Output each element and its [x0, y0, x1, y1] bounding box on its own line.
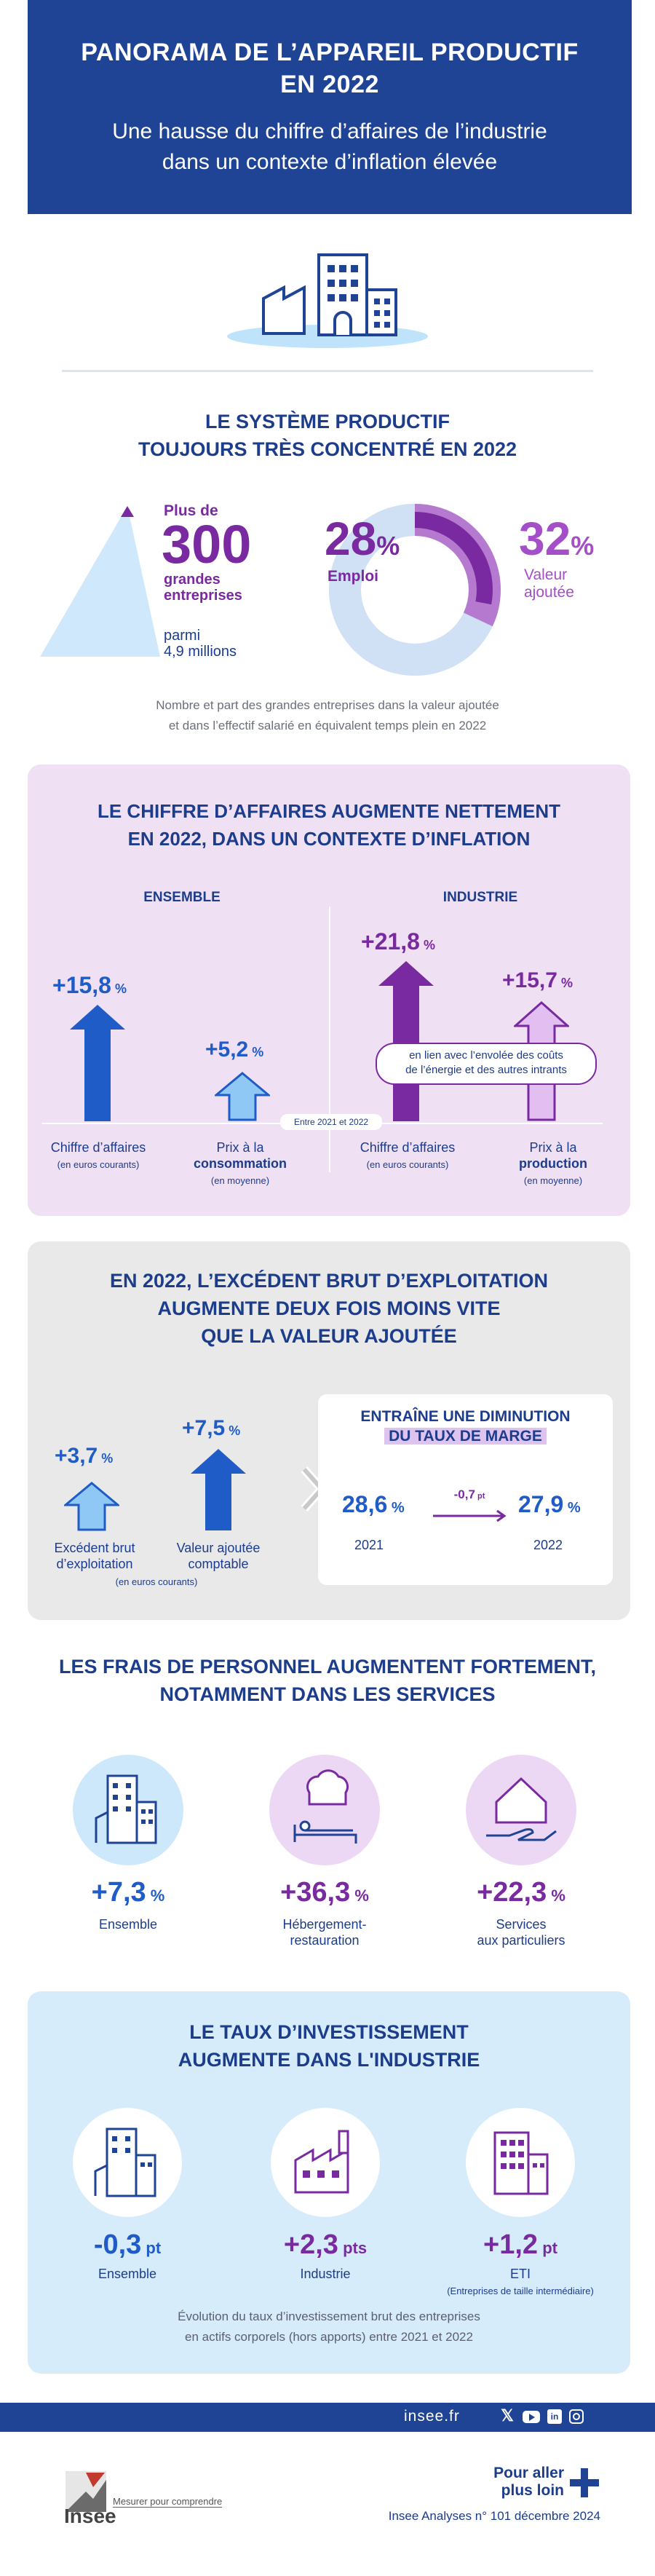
x-icon[interactable]: 𝕏 [501, 2406, 514, 2425]
inflation-note-pill: en lien avec l’envolée des coûts de l’éne… [376, 1043, 597, 1085]
emploi-share-arc [337, 512, 493, 668]
ind-prix-label: Prix à la production (en moyenne) [519, 1140, 587, 1186]
year-2022: 2022 [533, 1538, 563, 1552]
inv-eti-label: ETI (Entreprises de taille intermédiaire) [447, 2267, 594, 2296]
serv-staff-value: +22,3 % [477, 1877, 565, 1908]
ebe-value: +3,7 % [55, 1444, 114, 1468]
margin-box-title: ENTRAÎNE UNE DIMINUTION DU TAUX DE MARGE [360, 1408, 571, 1445]
large-companies-label: grandes entreprises [164, 572, 242, 604]
rate-2021-value: 28,6 % [342, 1491, 405, 1517]
column-divider [329, 906, 330, 1172]
large-companies-count: 300 [162, 514, 252, 574]
section3-title: EN 2022, L’EXCÉDENT BRUT D’EXPLOITATION A… [109, 1270, 549, 1347]
chef-hat-bed-icon [293, 1769, 357, 1844]
inv-ind-value: +2,3 pts [283, 2229, 368, 2260]
ind-prix-value: +15,7 % [502, 968, 573, 992]
va-label: Valeur ajoutée [524, 566, 574, 601]
period-badge: Entre 2021 et 2022 [280, 1114, 382, 1130]
margin-rate-box [318, 1394, 613, 1585]
heb-staff-label: Hébergement-restauration [282, 1917, 367, 1948]
year-2021: 2021 [354, 1538, 384, 1552]
ind-ca-label: Chiffre d’affaires (en euros courants) [360, 1140, 456, 1170]
section4-title: LES FRAIS DE PERSONNEL AUGMENTENT FORTEM… [58, 1656, 597, 1705]
page-subtitle: Une hausse du chiffre d’affaires de l’in… [112, 119, 547, 174]
buildings-icon [95, 1774, 157, 1844]
va-arrow-icon [191, 1449, 246, 1530]
instagram-icon[interactable] [569, 2409, 584, 2424]
publication-reference: Insee Analyses n° 101 décembre 2024 [388, 2509, 600, 2523]
ens-ca-label: Chiffre d’affaires (en euros courants) [50, 1140, 146, 1170]
ens-ca-arrow-icon [70, 1005, 125, 1121]
rate-delta: -0,7 pt [453, 1487, 485, 1501]
share-donut-chart [329, 504, 501, 676]
ens-prix-arrow-icon [215, 1072, 270, 1121]
section1-title: LE SYSTÈME PRODUCTIF TOUJOURS TRÈS CONCEN… [138, 411, 517, 460]
ens-staff-value: +7,3 % [91, 1877, 165, 1908]
rate-2022-value: 27,9 % [518, 1491, 581, 1517]
emploi-value: 28% [325, 513, 400, 565]
inv-eti-value: +1,2 pt [483, 2229, 557, 2260]
ens-prix-label: Prix à la consommation (en moyenne) [193, 1140, 287, 1186]
page-title: PANORAMA DE L’APPAREIL PRODUCTIF EN 2022 [81, 39, 579, 98]
arrow-right-icon [433, 1509, 507, 1522]
ind-ca-arrow-icon [378, 961, 434, 1121]
ens-staff-label: Ensemble [98, 1917, 158, 1932]
factory-icon [294, 2130, 349, 2194]
plus-de-label: Plus de [164, 502, 218, 519]
industrie-header: INDUSTRIE [442, 890, 518, 905]
divider [62, 370, 593, 372]
va-value: 32% [519, 513, 595, 565]
insee-site-link[interactable]: insee.fr [404, 2408, 460, 2425]
serv-staff-label: Services aux particuliers [477, 1917, 565, 1948]
section5-note: Évolution du taux d’investissement brut … [178, 2310, 480, 2344]
plus-icon[interactable] [570, 2468, 599, 2497]
euros-note: (en euros courants) [115, 1576, 198, 1587]
insee-tagline: Mesurer pour comprendre [113, 2496, 223, 2508]
va-growth-value: +7,5 % [182, 1416, 241, 1440]
heb-staff-value: +36,3 % [280, 1877, 369, 1908]
section1-note: Nombre et part des grandes entreprises d… [156, 698, 499, 732]
building-icon [227, 253, 428, 348]
inv-ens-label: Ensemble [98, 2267, 157, 2281]
inv-ens-value: -0,3 pt [93, 2229, 162, 2260]
pyramid-icon [40, 506, 160, 657]
ebe-label: Excédent brut d’exploitation [54, 1541, 135, 1571]
ens-prix-value: +5,2 % [205, 1038, 264, 1062]
insee-brand: Insee [64, 2505, 116, 2527]
section2-title: LE CHIFFRE D’AFFAIRES AUGMENTE NETTEMENT… [97, 800, 561, 850]
house-hand-icon [486, 1777, 557, 1841]
va-growth-label: Valeur ajoutée comptable [176, 1541, 261, 1571]
ens-ca-value: +15,8 % [52, 972, 127, 998]
buildings-icon [94, 2127, 156, 2197]
ensemble-header: ENSEMBLE [143, 890, 221, 905]
emploi-label: Emploi [328, 568, 379, 585]
section5-title: LE TAUX D’INVESTISSEMENT AUGMENTE DANS L'… [178, 2021, 480, 2071]
header-banner: PANORAMA DE L’APPAREIL PRODUCTIF EN 2022 … [28, 0, 632, 214]
office-building-icon [493, 2131, 549, 2195]
further-reading-link[interactable]: Pour aller plus loin [493, 2465, 564, 2499]
youtube-icon[interactable] [523, 2411, 540, 2423]
total-companies: parmi 4,9 millions [164, 628, 237, 660]
insee-logo-icon [66, 2471, 106, 2512]
ind-ca-value: +21,8 % [361, 928, 435, 955]
linkedin-icon[interactable]: in [547, 2409, 562, 2424]
footer-bar [0, 2403, 655, 2432]
ebe-arrow-icon [64, 1482, 119, 1531]
inv-ind-label: Industrie [300, 2267, 351, 2281]
